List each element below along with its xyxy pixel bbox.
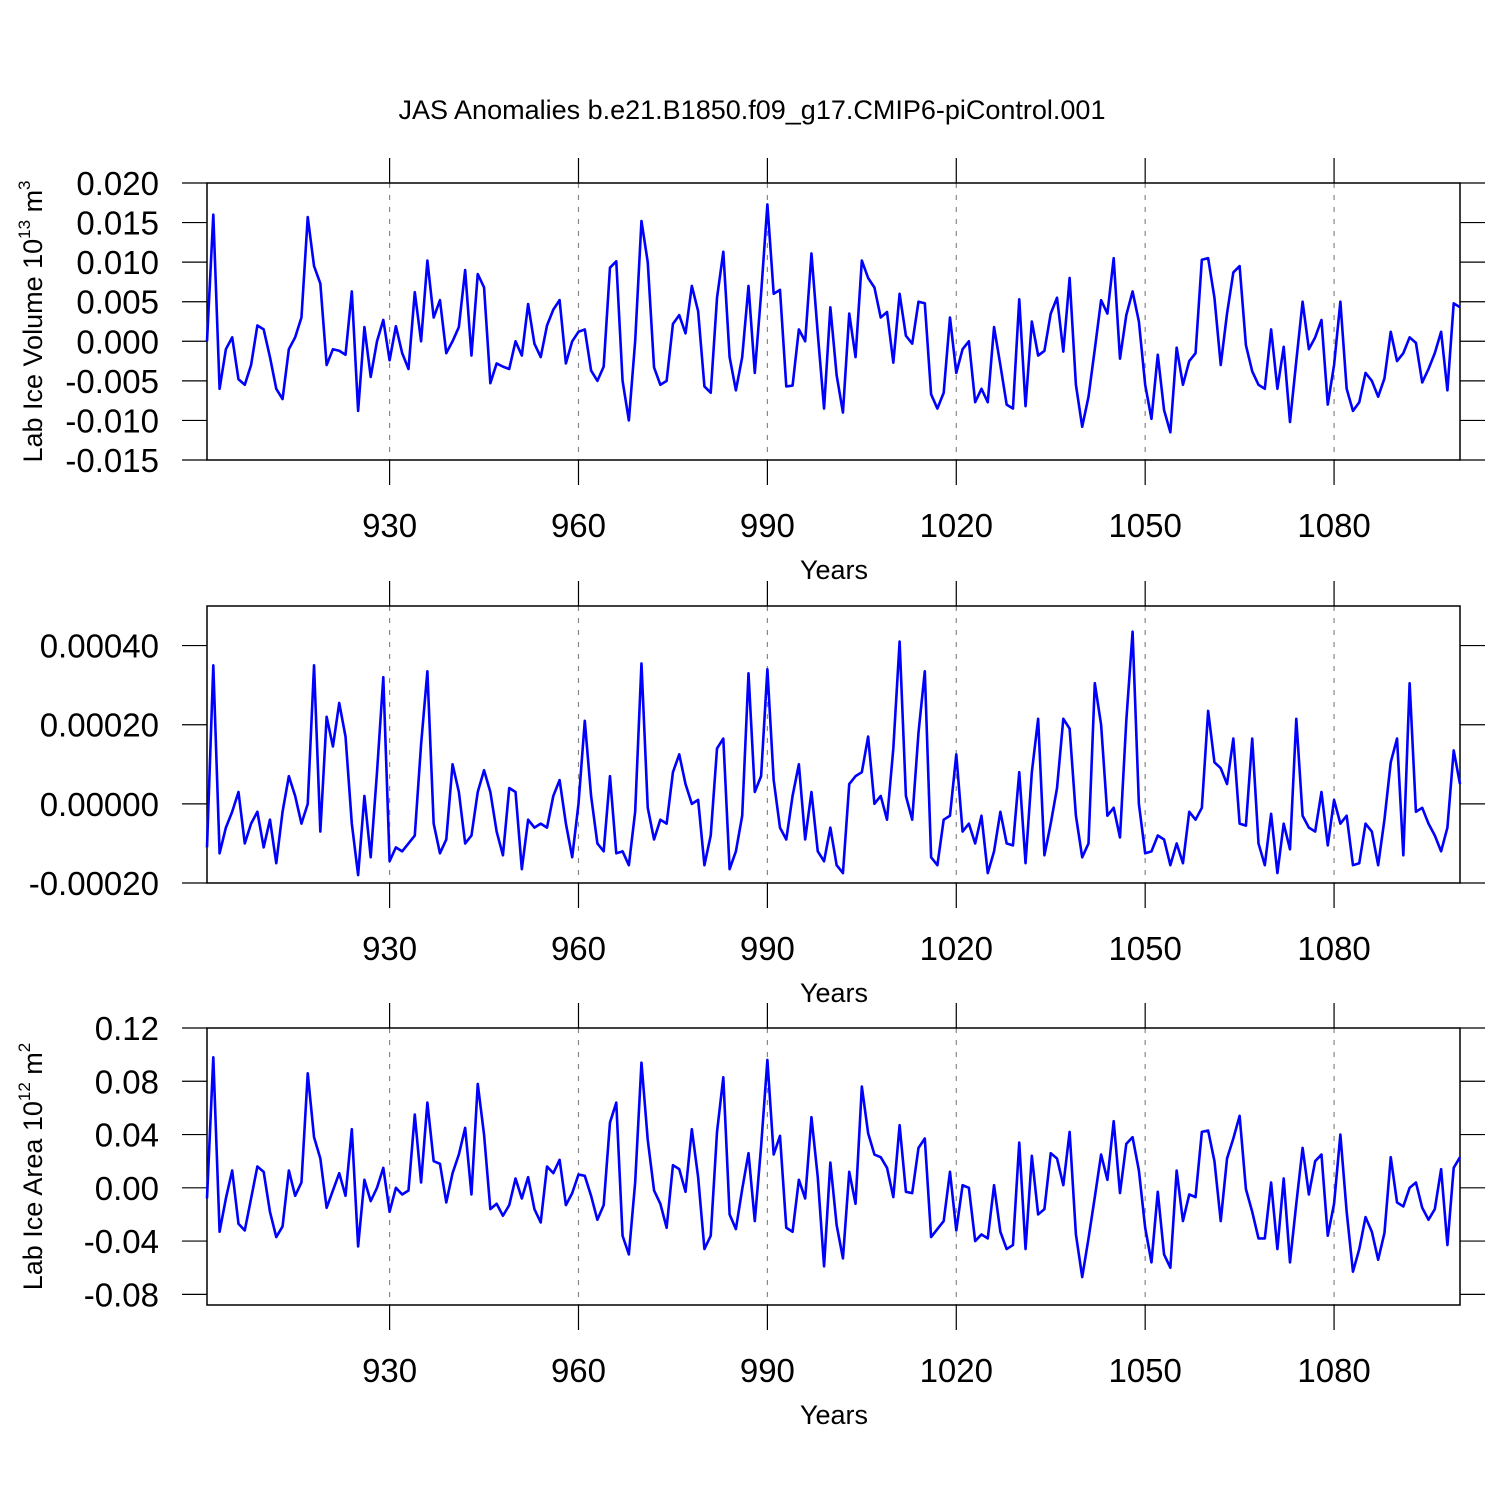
y-axis-label-part: m	[0, 597, 2, 627]
x-tick-label: 960	[551, 507, 606, 544]
x-tick-label: 960	[551, 1352, 606, 1389]
chart-title: JAS Anomalies b.e21.B1850.f09_g17.CMIP6-…	[399, 95, 1106, 125]
data-line	[205, 1056, 1462, 1279]
y-tick-label: 0.020	[76, 165, 159, 202]
y-axis-label-part: Lab Ice Volume 10	[18, 239, 48, 463]
y-axis-label-part: m	[18, 1052, 48, 1082]
x-tick-label: 990	[740, 1352, 795, 1389]
y-tick-label: 0.00	[95, 1170, 159, 1207]
x-tick-label: 1020	[920, 930, 993, 967]
y-tick-label: -0.015	[65, 442, 159, 479]
y-tick-label: 0.00040	[40, 628, 159, 665]
x-tick-label: 990	[740, 930, 795, 967]
plot-frame	[206, 605, 1461, 884]
y-tick-label: 0.010	[76, 244, 159, 281]
plot-frame	[206, 1027, 1461, 1306]
y-tick-label: -0.005	[65, 363, 159, 400]
x-axis-label: Years	[800, 1400, 868, 1430]
x-tick-label: 1050	[1108, 507, 1181, 544]
y-tick-label: 0.12	[95, 1010, 159, 1047]
x-tick-label: 1020	[920, 507, 993, 544]
y-tick-label: -0.04	[84, 1223, 159, 1260]
y-tick-label: 0.000	[76, 323, 159, 360]
y-tick-label: 0.00000	[40, 786, 159, 823]
x-tick-label: 930	[362, 1352, 417, 1389]
x-axis-label: Years	[800, 555, 868, 585]
y-tick-label: 0.005	[76, 284, 159, 321]
y-tick-label: -0.00020	[29, 865, 159, 902]
data-line	[205, 203, 1461, 434]
y-tick-label: -0.010	[65, 402, 159, 439]
x-tick-label: 1080	[1297, 1352, 1370, 1389]
x-tick-label: 1050	[1108, 930, 1181, 967]
y-axis-label-part: m	[18, 190, 48, 220]
y-axis-label-sup: 13	[15, 220, 34, 239]
y-axis-label-sup: 2	[15, 1043, 34, 1052]
y-axis-label: Lab Ice Area 1012 m2	[15, 1043, 48, 1291]
y-axis-label: Lab Snow Volume 1013 m3	[0, 588, 2, 902]
y-axis-label-part: Lab Ice Area 10	[18, 1101, 48, 1290]
y-axis-label-part: Lab Snow Volume 10	[0, 646, 2, 901]
y-tick-label: -0.08	[84, 1276, 159, 1313]
x-tick-label: 1080	[1297, 930, 1370, 967]
x-tick-label: 990	[740, 507, 795, 544]
data-line	[205, 630, 1462, 877]
y-axis-label: Lab Ice Volume 1013 m3	[15, 180, 48, 462]
x-tick-label: 1050	[1108, 1352, 1181, 1389]
y-tick-label: 0.015	[76, 205, 159, 242]
x-tick-label: 930	[362, 507, 417, 544]
y-axis-label-sup: 3	[15, 180, 34, 189]
x-tick-label: 960	[551, 930, 606, 967]
x-axis-label: Years	[800, 978, 868, 1008]
y-tick-label: 0.00020	[40, 707, 159, 744]
x-tick-label: 1020	[920, 1352, 993, 1389]
y-axis-label-sup: 12	[15, 1082, 34, 1101]
x-tick-label: 930	[362, 930, 417, 967]
x-tick-label: 1080	[1297, 507, 1370, 544]
y-tick-label: 0.04	[95, 1117, 159, 1154]
plot-frame	[206, 182, 1461, 461]
y-tick-label: 0.08	[95, 1063, 159, 1100]
